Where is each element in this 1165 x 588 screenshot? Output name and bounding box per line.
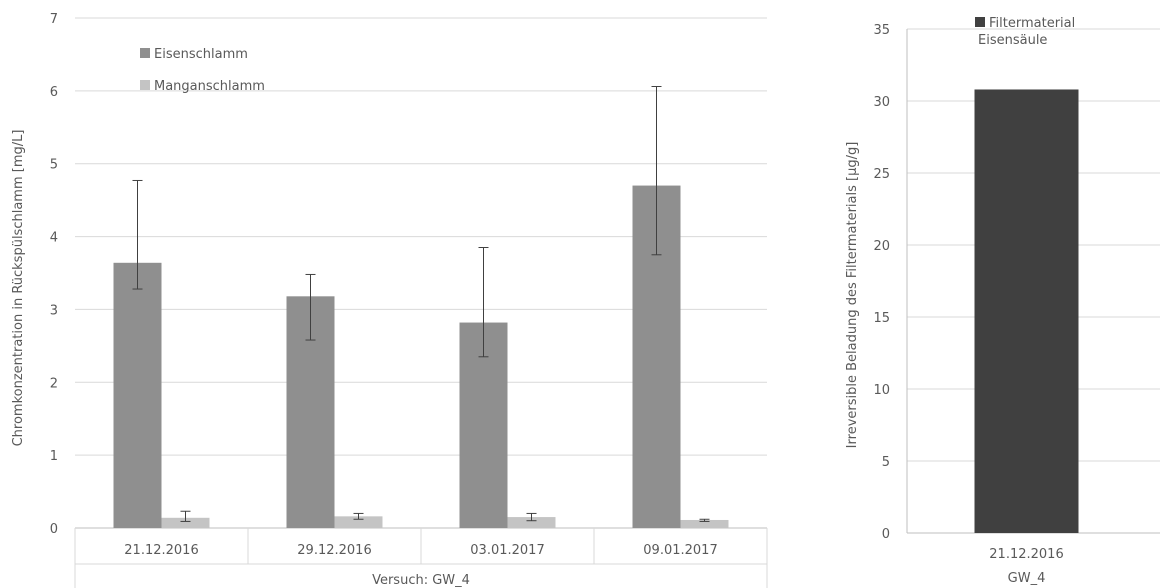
right-y-tick-label: 0 [882,527,890,542]
bar-manganschlamm [680,519,729,528]
legend-label-filtermaterial: Filtermaterial Eisensäule [978,16,1075,48]
right-y-tick-label: 20 [873,239,890,254]
bar-filtermaterial [974,89,1079,533]
left-x-tick-label: 29.12.2016 [297,543,371,558]
right-y-tick-label: 35 [873,23,890,38]
right-y-tick-label: 5 [882,455,890,470]
right-y-tick-label: 30 [873,95,890,110]
right-y-tick-labels: 0 5 10 15 20 25 30 35 [873,23,890,542]
right-category-labels: 21.12.2016 GW_4 [989,547,1063,586]
left-y-tick-label: 3 [50,303,58,318]
left-error-bars [132,85,710,522]
left-y-tick-label: 2 [50,376,58,391]
bar-eisenschlamm [113,262,162,528]
left-group-label: Versuch: GW_4 [372,573,470,588]
right-gridlines [906,28,1160,534]
right-bars [974,89,1079,533]
legend-swatch-filtermaterial [975,17,985,27]
bar-manganschlamm [161,517,210,528]
bar-manganschlamm [334,516,383,528]
legend-swatch-eisenschlamm [140,48,150,58]
right-group-label: GW_4 [1008,571,1046,586]
legend-label-manganschlamm: Manganschlamm [154,79,265,94]
left-y-tick-label: 5 [50,158,58,173]
left-category-table: 21.12.2016 29.12.2016 03.01.2017 09.01.2017… [74,528,768,588]
left-y-tick-label: 6 [50,85,58,100]
right-y-tick-label: 10 [873,383,890,398]
left-y-tick-label: 4 [50,231,58,246]
left-y-tick-label: 1 [50,449,58,464]
left-y-tick-label: 0 [50,522,58,537]
left-y-tick-label: 7 [50,12,58,27]
left-chart: 0 1 2 3 4 5 6 7 21.12.2016 29.12.2016 03.01.2017 0… [11,12,768,588]
left-y-tick-labels: 0 1 2 3 4 5 6 7 [50,12,58,537]
right-y-tick-label: 15 [873,311,890,326]
bar-manganschlamm [507,517,556,528]
right-chart: 0 5 10 15 20 25 30 35 21.12.2016 GW_4 Filtermate… [845,16,1160,586]
legend-swatch-manganschlamm [140,80,150,90]
left-x-tick-label: 21.12.2016 [124,543,198,558]
right-legend: Filtermaterial Eisensäule [975,16,1075,48]
right-y-axis-label: Irreversible Beladung des Filtermaterial… [845,142,860,449]
legend-label-eisenschlamm: Eisenschlamm [154,47,248,62]
left-legend: Eisenschlamm Manganschlamm [140,47,265,94]
left-x-tick-label: 03.01.2017 [470,543,544,558]
left-gridlines [75,17,767,529]
right-x-tick-label: 21.12.2016 [989,547,1063,562]
left-y-axis-label: Chromkonzentration in Rückspülschlamm [m… [11,130,26,447]
right-y-tick-label: 25 [873,167,890,182]
left-x-tick-label: 09.01.2017 [643,543,717,558]
